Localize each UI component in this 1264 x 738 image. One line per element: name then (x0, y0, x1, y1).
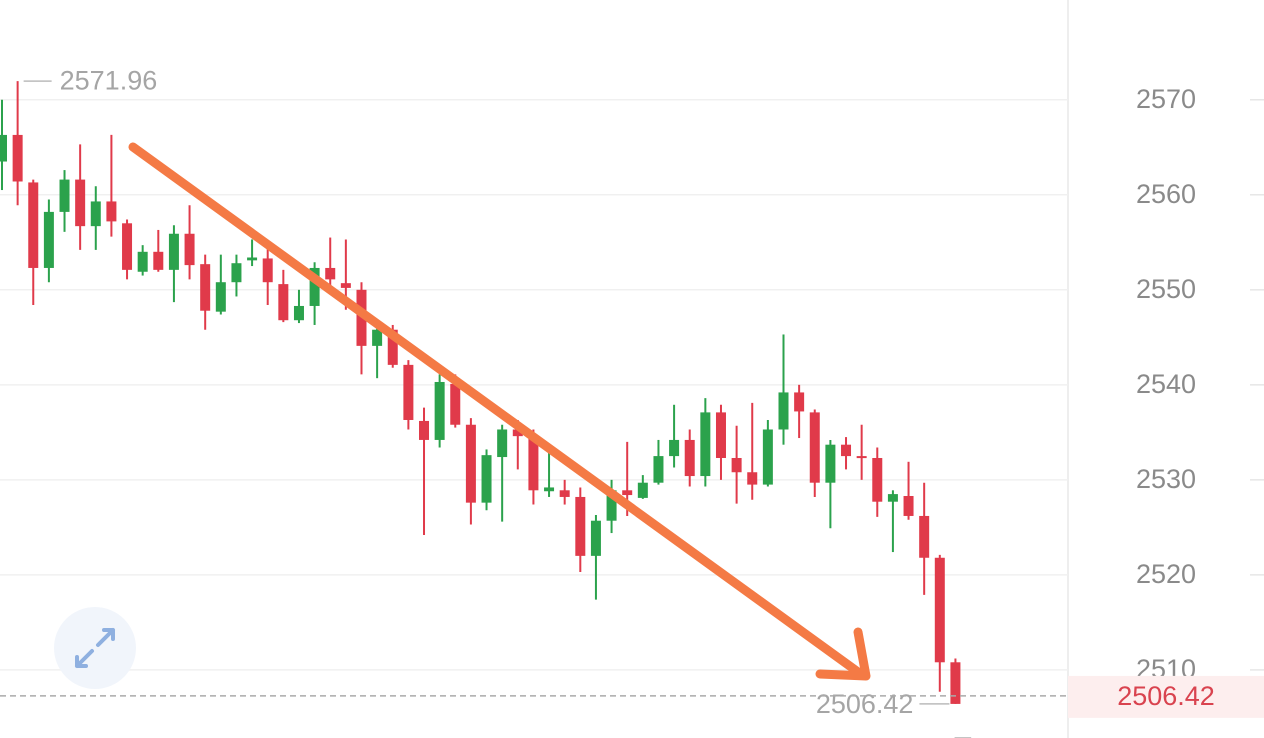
candle-body (497, 429, 508, 458)
candle-body (481, 455, 492, 503)
candle-body (465, 424, 476, 503)
price-tag-bg (1068, 675, 1264, 718)
candle-body (637, 482, 648, 498)
candle-body (403, 364, 414, 420)
x-tick-label: 6月15 (934, 735, 1006, 738)
candle-body (106, 201, 117, 222)
min-label: 2506.42 (816, 689, 914, 719)
candle-body (512, 429, 523, 437)
candle-body (590, 520, 601, 556)
y-tick-label: 2540 (1136, 369, 1196, 399)
candle-body (669, 439, 680, 457)
overlay: 2571.96 2506.42 2506.42 12:00 13:00 6月15 (0, 65, 1264, 738)
candle-body (934, 557, 945, 663)
candle-body (825, 444, 836, 483)
x-tick-label: 12:00 (188, 735, 256, 738)
candle-body (450, 383, 461, 425)
candle-body (841, 444, 852, 457)
candles (0, 81, 961, 704)
candle-body (153, 251, 164, 270)
candle-body (247, 257, 258, 261)
candle-body (293, 305, 304, 321)
candle-body (278, 284, 289, 321)
candle-body (231, 263, 242, 283)
candle-body (715, 412, 726, 458)
candle-body (325, 267, 336, 280)
candle-body (0, 134, 7, 162)
expand-circle[interactable] (54, 607, 136, 689)
candle-body (262, 258, 273, 283)
candle-body (856, 456, 867, 459)
candle-body (700, 412, 711, 477)
candle-body (731, 457, 742, 473)
candle-body (59, 179, 70, 212)
current-price-tag: 2506.42 (1117, 681, 1215, 711)
candle-body (684, 439, 695, 477)
candle-body (168, 233, 179, 270)
arrow-shaft (128, 142, 863, 677)
candle-body (559, 490, 570, 497)
candle-body (28, 182, 39, 268)
trend-arrow (128, 142, 871, 681)
y-tick-label: 2530 (1136, 464, 1196, 494)
candle-body (606, 490, 617, 521)
candle-body (528, 437, 539, 491)
candle-body (200, 264, 211, 311)
expand-button[interactable] (54, 607, 136, 689)
candle-body (762, 429, 773, 485)
candle-body (387, 329, 398, 365)
candle-body (90, 201, 101, 227)
candle-body (887, 494, 898, 502)
candle-body (137, 251, 148, 272)
candle-body (872, 457, 883, 502)
y-tick-label: 2570 (1136, 84, 1196, 114)
y-tick-label: 2560 (1136, 179, 1196, 209)
candle-body (43, 211, 54, 268)
candle-body (309, 267, 320, 306)
candle-body (778, 392, 789, 430)
candle-body (575, 496, 586, 556)
expand-icon[interactable] (75, 628, 115, 668)
candle-body (794, 392, 805, 412)
candle-body (215, 282, 226, 312)
candle-body (919, 515, 930, 558)
x-tick-label: 13:00 (562, 735, 630, 738)
candle-body (12, 134, 23, 182)
candle-body (747, 472, 758, 485)
y-tick-label: 2550 (1136, 274, 1196, 304)
candle-body (75, 179, 86, 227)
y-tick-label: 2520 (1136, 559, 1196, 589)
candle-body (122, 223, 133, 270)
candle-body (184, 233, 195, 266)
candle-body (372, 329, 383, 346)
candle-body (434, 381, 445, 440)
candle-body (340, 283, 351, 288)
candle-body (653, 456, 664, 483)
candle-body (903, 496, 914, 516)
max-label: 2571.96 (60, 65, 158, 95)
candle-body (419, 420, 430, 440)
arrow-head (815, 627, 871, 681)
candle-body (809, 412, 820, 483)
candle-body (622, 490, 633, 496)
candle-body (950, 662, 961, 704)
candle-body (544, 487, 555, 492)
